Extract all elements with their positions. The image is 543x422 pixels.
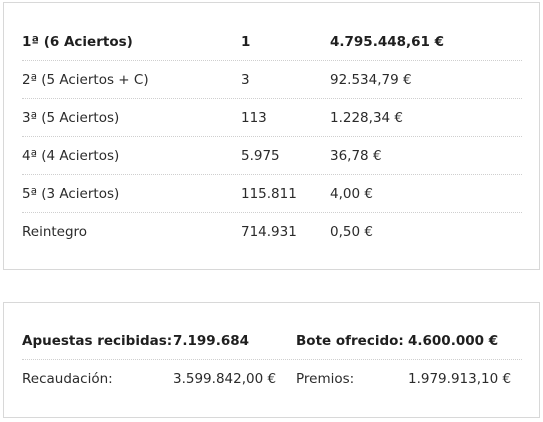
prize-winners: 115.811 [241,186,297,202]
prize-category: 2ª (5 Aciertos + C) [22,72,149,88]
prize-winners: 113 [241,110,267,126]
prize-amount: 4,00 € [330,186,373,202]
prize-winners: 1 [241,34,251,50]
bets-value: 7.199.684 [173,333,250,349]
prize-winners: 714.931 [241,224,297,240]
prizes-value: 1.979.913,10 € [408,371,512,387]
collection-value: 3.599.842,00 € [173,371,277,387]
bets-label: Apuestas recibidas: [22,333,173,349]
draw-summary: Apuestas recibidas: 7.199.684 Bote ofrec… [3,302,540,418]
prize-amount: 92.534,79 € [330,72,412,88]
prize-amount: 36,78 € [330,148,382,164]
prize-amount: 1.228,34 € [330,110,403,126]
prize-amount: 0,50 € [330,224,373,240]
summary-row-bets: Apuestas recibidas: 7.199.684 Bote ofrec… [22,322,522,360]
prize-row-6: Reintegro 714.931 0,50 € [22,213,522,251]
summary-row-collection: Recaudación: 3.599.842,00 € Premios: 1.9… [22,360,522,398]
collection-label: Recaudación: [22,371,113,387]
jackpot-value: 4.600.000 € [408,333,499,349]
jackpot-label: Bote ofrecido: [296,333,404,349]
prize-table: 1ª (6 Aciertos) 1 4.795.448,61 € 2ª (5 A… [3,2,540,270]
prize-category: 3ª (5 Aciertos) [22,110,120,126]
prize-row-1: 1ª (6 Aciertos) 1 4.795.448,61 € [22,23,522,61]
prize-amount: 4.795.448,61 € [330,34,445,50]
prize-row-4: 4ª (4 Aciertos) 5.975 36,78 € [22,137,522,175]
prize-winners: 5.975 [241,148,280,164]
prize-category: 4ª (4 Aciertos) [22,148,120,164]
prize-row-2: 2ª (5 Aciertos + C) 3 92.534,79 € [22,61,522,99]
prizes-label: Premios: [296,371,355,387]
prize-row-3: 3ª (5 Aciertos) 113 1.228,34 € [22,99,522,137]
prize-category: Reintegro [22,224,88,240]
prize-winners: 3 [241,72,250,88]
prize-category: 1ª (6 Aciertos) [22,34,133,50]
prize-category: 5ª (3 Aciertos) [22,186,120,202]
prize-row-5: 5ª (3 Aciertos) 115.811 4,00 € [22,175,522,213]
